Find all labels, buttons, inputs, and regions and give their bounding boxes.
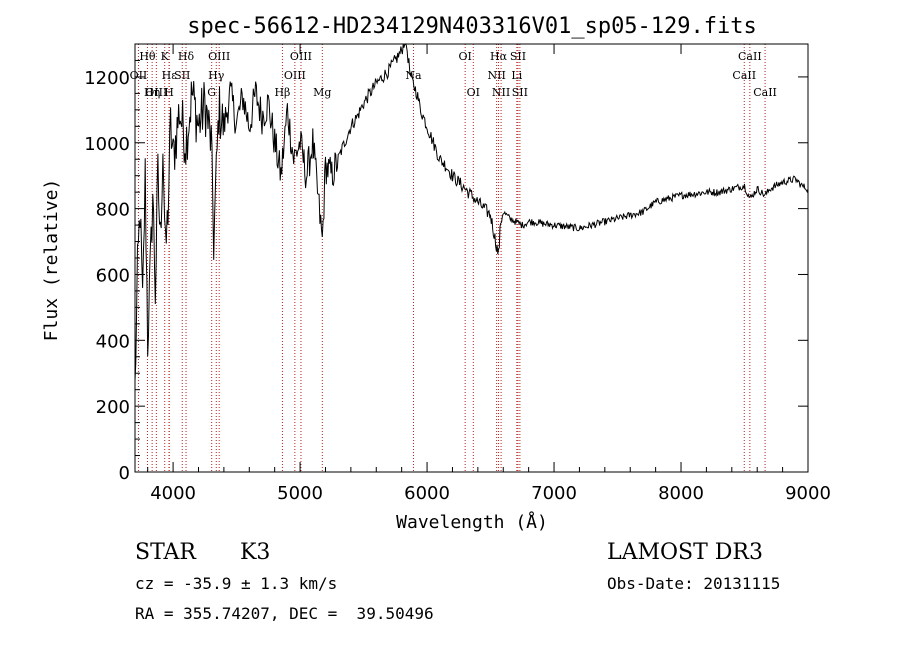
line-marker-label: OIII: [208, 50, 230, 63]
redshift-cz: cz = -35.9 ± 1.3 km/s: [135, 574, 338, 593]
y-tick-label: 1000: [84, 134, 130, 155]
line-marker-label: SII: [512, 86, 528, 99]
line-markers: [137, 44, 766, 472]
y-tick-label: 1200: [84, 68, 130, 89]
x-tick-label: 7000: [531, 483, 577, 504]
x-tick-label: 5000: [277, 483, 323, 504]
line-marker-label: Hα: [490, 50, 508, 63]
plot-frame: [134, 43, 809, 473]
y-ticks: 0 200 400 600 800 1000 1200: [84, 59, 808, 484]
line-marker-label: CaII: [738, 50, 762, 63]
x-axis-label: Wavelength (Å): [396, 511, 548, 533]
line-marker-label: Hδ: [178, 50, 195, 63]
coordinates: RA = 355.74207, DEC = 39.50496: [135, 604, 434, 623]
line-marker-label: OI: [467, 86, 480, 99]
line-marker-label: OIII: [284, 69, 306, 82]
x-tick-label: 8000: [658, 483, 704, 504]
object-class: STAR: [135, 540, 196, 565]
line-marker-label: K: [161, 50, 170, 63]
y-axis-label: Flux (relative): [41, 179, 62, 342]
y-tick-label: 400: [96, 331, 130, 352]
object-subclass: K3: [240, 540, 271, 565]
chart-title: spec-56612-HD234129N403316V01_sp05-129.f…: [187, 14, 757, 39]
survey-name: LAMOST DR3: [607, 540, 763, 565]
y-tick-label: 800: [96, 200, 130, 221]
line-marker-label: Li: [511, 69, 522, 82]
line-marker-label: Mg: [313, 86, 331, 99]
line-marker-label: G: [207, 86, 216, 99]
x-tick-label: 4000: [150, 483, 196, 504]
line-marker-label: CaII: [732, 69, 756, 82]
y-tick-label: 0: [119, 463, 130, 484]
line-marker-label: Hγ: [208, 69, 225, 82]
x-tick-label: 6000: [404, 483, 450, 504]
x-tick-label: 9000: [785, 483, 831, 504]
line-marker-label: Hε: [162, 69, 178, 82]
line-marker-label: OIII: [145, 86, 167, 99]
spectrum-line: [134, 43, 809, 381]
line-marker-label: OII: [130, 69, 148, 82]
x-ticks: 4000 5000 6000 7000 8000 9000: [147, 44, 831, 504]
line-marker-label: OIII: [290, 50, 312, 63]
y-tick-label: 600: [96, 265, 130, 286]
line-marker-label: Hθ: [139, 50, 156, 63]
line-marker-label: SII: [510, 50, 526, 63]
line-marker-label: NII: [492, 86, 510, 99]
line-marker-label: Hη: [144, 86, 160, 99]
line-marker-label: OI: [458, 50, 471, 63]
line-marker-label: Na: [405, 69, 422, 82]
y-tick-label: 200: [96, 397, 130, 418]
obs-date: Obs-Date: 20131115: [607, 574, 781, 593]
line-marker-label: Hβ: [274, 86, 290, 99]
line-marker-label: NII: [487, 69, 505, 82]
line-marker-label: H: [164, 86, 174, 99]
line-marker-label: CaII: [753, 86, 777, 99]
line-marker-label: SII: [174, 69, 190, 82]
